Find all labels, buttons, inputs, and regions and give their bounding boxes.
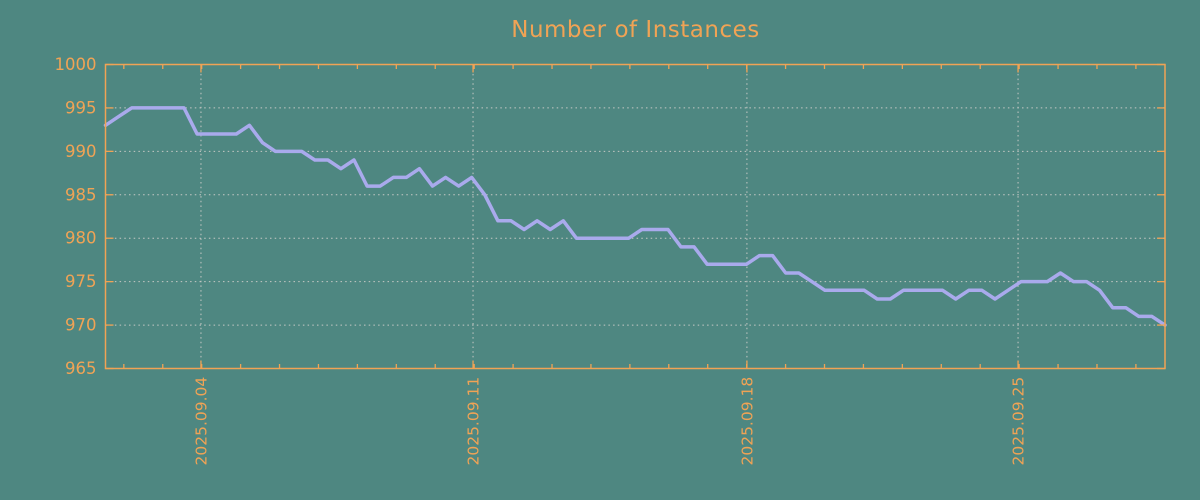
chart-title: Number of Instances [511, 17, 760, 43]
axis-ticks [105, 63, 1165, 370]
y-tick-label: 990 [65, 142, 97, 161]
x-tick-labels: 2025.09.04 2025.09.11 2025.09.18 2025.09.25 [192, 377, 1027, 466]
plot-border [104, 63, 1166, 370]
x-tick-label: 2025.09.18 [738, 377, 756, 466]
data-line [103, 106, 1167, 327]
y-tick-label: 980 [65, 229, 97, 248]
y-tick-label: 995 [65, 98, 97, 117]
x-tick-label: 2025.09.04 [192, 377, 210, 466]
y-tick-label: 985 [65, 185, 97, 204]
y-tick-labels: 1000 995 990 985 980 975 970 965 [55, 55, 97, 378]
y-tick-label: 965 [65, 359, 97, 378]
x-tick-label: 2025.09.25 [1010, 377, 1028, 466]
x-tick-label: 2025.09.11 [465, 377, 483, 466]
y-tick-label: 970 [65, 316, 97, 335]
y-tick-label: 1000 [55, 55, 97, 74]
y-tick-label: 975 [65, 272, 97, 291]
gridlines [105, 64, 1165, 369]
